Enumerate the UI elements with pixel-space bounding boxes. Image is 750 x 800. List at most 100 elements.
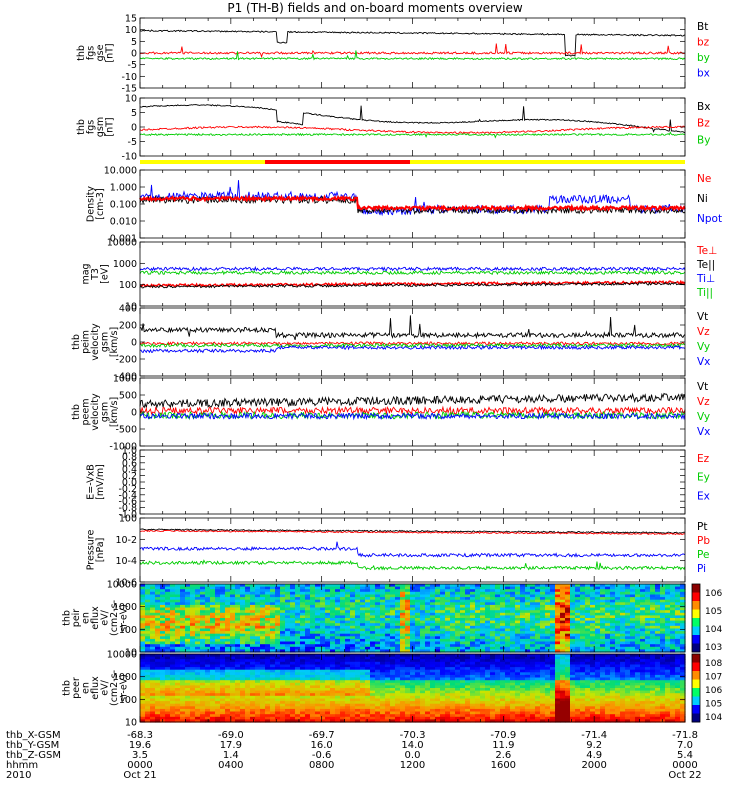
peer-colorbar-label: 106 bbox=[705, 686, 722, 696]
axis-row-label: thb_X-GSM bbox=[6, 730, 61, 741]
y-axis-label-line: E=-VxB bbox=[85, 464, 96, 499]
y-axis-label-line: fgs bbox=[85, 46, 96, 60]
y-tick-label: -1000 bbox=[109, 442, 137, 453]
legend-temperature: Te⊥ Te|| Ti⊥ Ti|| bbox=[696, 245, 717, 299]
y-tick-label: -0.6 bbox=[118, 497, 137, 508]
y-axis-label-line: peem bbox=[81, 399, 92, 426]
vt-peem-line bbox=[139, 392, 686, 410]
panel-density: 10.000 1.000 0.100 0.010 0.001 Density[cm-3] N… bbox=[85, 166, 722, 245]
axis-value: -70.9 bbox=[490, 730, 516, 741]
y-tick-label: 200 bbox=[119, 321, 137, 332]
legend-Vz: Vz bbox=[697, 396, 710, 408]
y-tick-label: 15 bbox=[125, 14, 137, 25]
y-tick-label: 5 bbox=[131, 108, 137, 119]
y-tick-label: 0.010 bbox=[110, 217, 137, 228]
legend-Vt: Vt bbox=[697, 311, 708, 323]
legend-peim-velocity: Vt Vz Vy Vx bbox=[697, 311, 710, 368]
y-axis-label-line: eflux bbox=[90, 606, 101, 630]
legend-peem-velocity: Vt Vz Vy Vx bbox=[697, 381, 710, 438]
legend-Pe: Pe bbox=[697, 549, 709, 561]
axis-value: 1200 bbox=[400, 760, 425, 771]
legend-Pi: Pi bbox=[697, 563, 706, 575]
y-tick-label: 0.6 bbox=[122, 458, 137, 469]
y-tick-label: 100 bbox=[119, 280, 137, 291]
panel-peer-eflux: 10000 1000 100 10 thbpeerenefluxeV/(cm2-s-sr… bbox=[62, 650, 686, 729]
y-tick-label: 0 bbox=[131, 338, 137, 349]
vy-peem-line bbox=[139, 410, 686, 421]
axis-value: -0.6 bbox=[312, 750, 332, 761]
legend-Ti⊥: Ti⊥ bbox=[696, 273, 715, 285]
y-tick-label: 500 bbox=[119, 391, 137, 402]
bx-line bbox=[139, 104, 686, 134]
pi-line bbox=[139, 541, 686, 558]
y-tick-label: -0.4 bbox=[118, 490, 137, 501]
ti-perp-line bbox=[139, 265, 686, 272]
y-axis-label-line: (cm2-s- bbox=[109, 600, 120, 636]
legend-by: by bbox=[697, 52, 710, 64]
y-axis-label-line: (cm2-s- bbox=[109, 670, 120, 706]
axis-value: 5.4 bbox=[677, 750, 693, 761]
y-axis-label-line: thb bbox=[71, 404, 82, 420]
y-tick-label: 1.0 bbox=[122, 446, 137, 457]
y-axis-label-line: thb bbox=[76, 45, 87, 61]
y-tick-label: -10 bbox=[121, 72, 137, 83]
legend-Npot: Npot bbox=[697, 213, 722, 225]
axis-value: -71.8 bbox=[672, 730, 698, 741]
axis-value: 1600 bbox=[491, 760, 516, 771]
legend-Ey: Ey bbox=[697, 472, 710, 484]
y-tick-label: 1000 bbox=[113, 602, 137, 613]
y-tick-label: 10 bbox=[125, 25, 137, 36]
y-axis-label: E=-VxB[mV/m] bbox=[85, 464, 106, 500]
y-tick-label: 0 bbox=[131, 49, 137, 60]
axis-row-label: hhmm bbox=[6, 760, 38, 771]
axis-value: 2.6 bbox=[495, 750, 511, 761]
pe-line bbox=[139, 559, 686, 571]
y-axis-label-line: peim bbox=[81, 330, 92, 354]
peer-colorbar-label: 107 bbox=[705, 673, 722, 683]
axis-value: Oct 21 bbox=[123, 770, 156, 781]
peer-colorbar-label: 105 bbox=[705, 700, 722, 710]
bz-line bbox=[139, 125, 686, 135]
y-tick-label: 100 bbox=[119, 625, 137, 636]
y-tick-label: 0.100 bbox=[110, 200, 137, 211]
peir-colorbar-label: 105 bbox=[705, 607, 722, 617]
legend-Pt: Pt bbox=[697, 521, 707, 533]
y-tick-label: 0.0 bbox=[122, 478, 137, 489]
y-axis-label-line: velocity bbox=[90, 393, 101, 431]
axis-value: 9.2 bbox=[586, 740, 602, 751]
y-tick-label: 0 bbox=[131, 123, 137, 134]
axis-value: 0.0 bbox=[405, 750, 421, 761]
peer-colorbar-label: 108 bbox=[705, 659, 722, 669]
legend-bx: bx bbox=[697, 68, 710, 80]
legend-pressure: Pt Pb Pe Pi bbox=[697, 521, 710, 575]
legend-Vz: Vz bbox=[697, 326, 710, 338]
y-axis-label-line: Density bbox=[85, 186, 96, 222]
y-axis-label-line: fgs bbox=[85, 120, 96, 134]
y-axis-label-line: eV/ bbox=[100, 609, 111, 625]
y-tick-label: 10000 bbox=[107, 238, 137, 249]
axis-value: 0000 bbox=[127, 760, 152, 771]
y-axis-label-line: [eV] bbox=[100, 264, 111, 284]
y-axis-label-line: thb bbox=[62, 610, 73, 626]
panel-efield: 1.00.80.60.40.20.0-0.2-0.4-0.6-0.8-1.0 E=… bbox=[85, 446, 710, 521]
y-axis-label-line: [cm-3] bbox=[95, 188, 106, 219]
axis-value: 0000 bbox=[672, 760, 697, 771]
vt-peim-line bbox=[139, 315, 686, 341]
legend-fgs-gsm: Bx Bz By bbox=[697, 101, 710, 146]
y-tick-label: 10-4 bbox=[115, 556, 137, 567]
axis-value: 11.9 bbox=[492, 740, 514, 751]
y-tick-label: 10 bbox=[125, 718, 137, 729]
vz-peem-line bbox=[139, 405, 686, 416]
y-tick-label: 10-2 bbox=[115, 535, 137, 546]
y-axis-label-line: gsm bbox=[100, 332, 111, 352]
y-axis-label-line: [nT] bbox=[104, 43, 115, 62]
peir-colorbar-label: 104 bbox=[705, 625, 722, 635]
y-axis-label-line: peer bbox=[71, 677, 82, 699]
y-tick-label: 1000 bbox=[113, 672, 137, 683]
axis-value: 4.9 bbox=[586, 750, 602, 761]
y-axis-label-line: T3 bbox=[90, 268, 101, 281]
